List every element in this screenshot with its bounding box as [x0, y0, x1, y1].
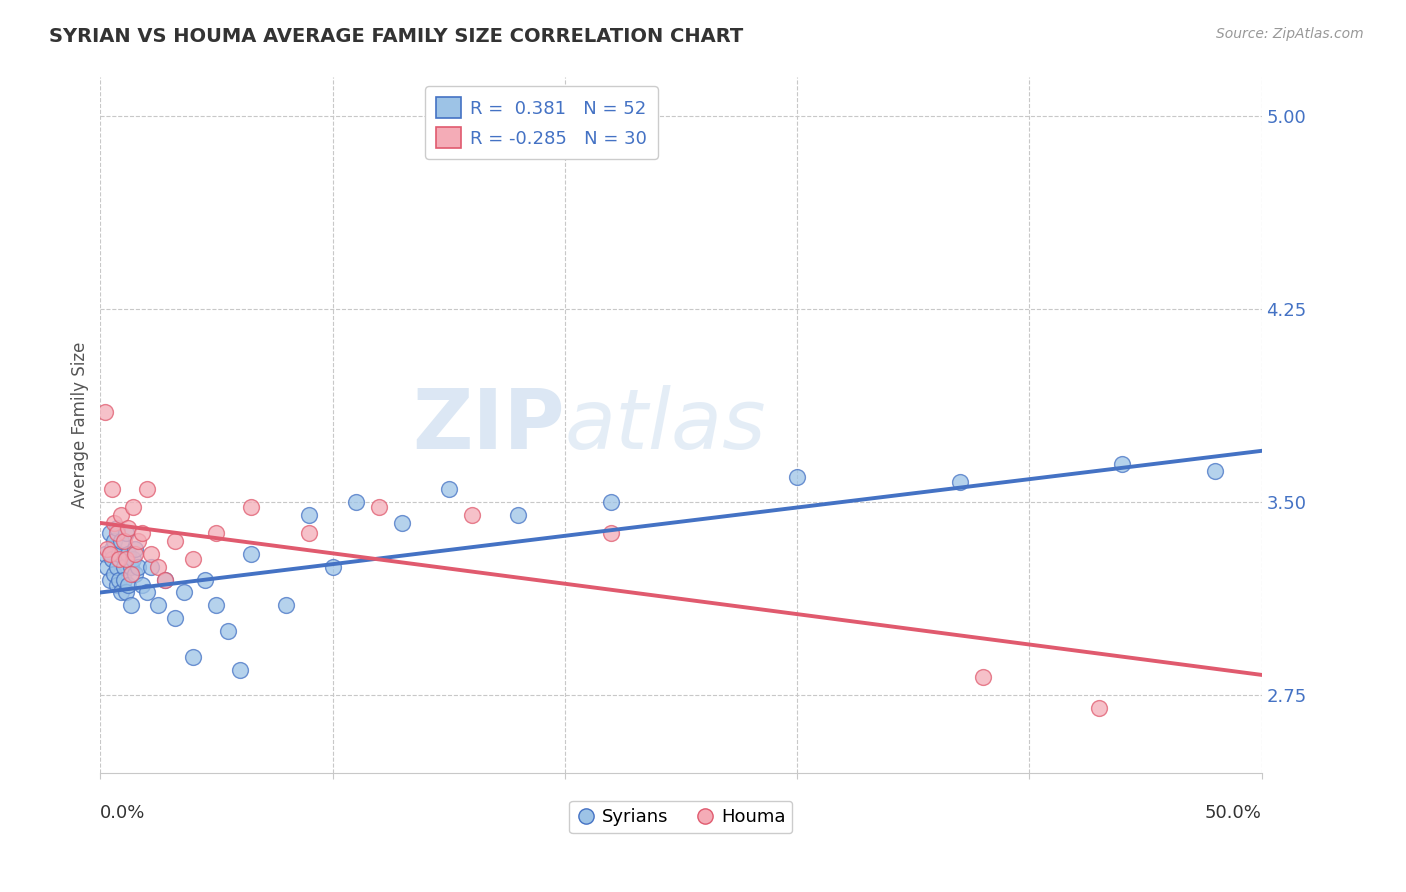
Point — [163, 533, 186, 548]
Point — [437, 483, 460, 497]
Point — [205, 526, 228, 541]
Point — [181, 649, 204, 664]
Point — [194, 573, 217, 587]
Point — [163, 611, 186, 625]
Point — [98, 526, 121, 541]
Point — [949, 475, 972, 489]
Point — [105, 578, 128, 592]
Point — [240, 500, 263, 515]
Point — [110, 533, 132, 548]
Point — [108, 547, 131, 561]
Point — [205, 599, 228, 613]
Point — [298, 526, 321, 541]
Point — [391, 516, 413, 530]
Point — [141, 559, 163, 574]
Point — [141, 547, 163, 561]
Point — [155, 573, 177, 587]
Point — [1111, 457, 1133, 471]
Y-axis label: Average Family Size: Average Family Size — [72, 342, 89, 508]
Point — [117, 578, 139, 592]
Point — [276, 599, 298, 613]
Point — [96, 541, 118, 556]
Point — [228, 663, 250, 677]
Point — [124, 541, 146, 556]
Point — [173, 585, 195, 599]
Point — [240, 547, 263, 561]
Text: atlas: atlas — [565, 384, 766, 466]
Point — [112, 573, 135, 587]
Point — [105, 521, 128, 535]
Point — [115, 526, 138, 541]
Point — [110, 508, 132, 523]
Point — [786, 469, 808, 483]
Point — [368, 500, 391, 515]
Point — [121, 500, 143, 515]
Point — [131, 526, 153, 541]
Point — [96, 559, 118, 574]
Text: ZIP: ZIP — [412, 384, 565, 466]
Point — [508, 508, 530, 523]
Point — [115, 552, 138, 566]
Point — [181, 552, 204, 566]
Point — [298, 508, 321, 523]
Point — [98, 573, 121, 587]
Point — [135, 483, 157, 497]
Point — [135, 585, 157, 599]
Point — [105, 526, 128, 541]
Point — [461, 508, 484, 523]
Point — [124, 547, 146, 561]
Point — [344, 495, 367, 509]
Point — [112, 533, 135, 548]
Point — [103, 516, 125, 530]
Point — [148, 599, 170, 613]
Point — [131, 578, 153, 592]
Point — [120, 567, 142, 582]
Point — [112, 559, 135, 574]
Point — [972, 670, 994, 684]
Point — [108, 552, 131, 566]
Point — [1204, 465, 1226, 479]
Point — [117, 547, 139, 561]
Legend: Syrians, Houma: Syrians, Houma — [569, 801, 793, 833]
Point — [124, 567, 146, 582]
Point — [117, 521, 139, 535]
Text: SYRIAN VS HOUMA AVERAGE FAMILY SIZE CORRELATION CHART: SYRIAN VS HOUMA AVERAGE FAMILY SIZE CORR… — [49, 27, 744, 45]
Point — [600, 495, 623, 509]
Point — [600, 526, 623, 541]
Point — [217, 624, 239, 639]
Point — [94, 405, 117, 419]
Point — [155, 573, 177, 587]
Point — [101, 483, 124, 497]
Text: 0.0%: 0.0% — [100, 804, 146, 822]
Point — [127, 559, 149, 574]
Point — [127, 533, 149, 548]
Point — [121, 552, 143, 566]
Point — [115, 585, 138, 599]
Point — [322, 559, 344, 574]
Point — [105, 559, 128, 574]
Point — [110, 585, 132, 599]
Point — [1088, 701, 1111, 715]
Point — [120, 559, 142, 574]
Text: Source: ZipAtlas.com: Source: ZipAtlas.com — [1216, 27, 1364, 41]
Point — [101, 541, 124, 556]
Text: 50.0%: 50.0% — [1205, 804, 1261, 822]
Point — [148, 559, 170, 574]
Point — [101, 552, 124, 566]
Point — [94, 547, 117, 561]
Point — [120, 599, 142, 613]
Point — [108, 573, 131, 587]
Point — [103, 567, 125, 582]
Point — [103, 533, 125, 548]
Point — [98, 547, 121, 561]
